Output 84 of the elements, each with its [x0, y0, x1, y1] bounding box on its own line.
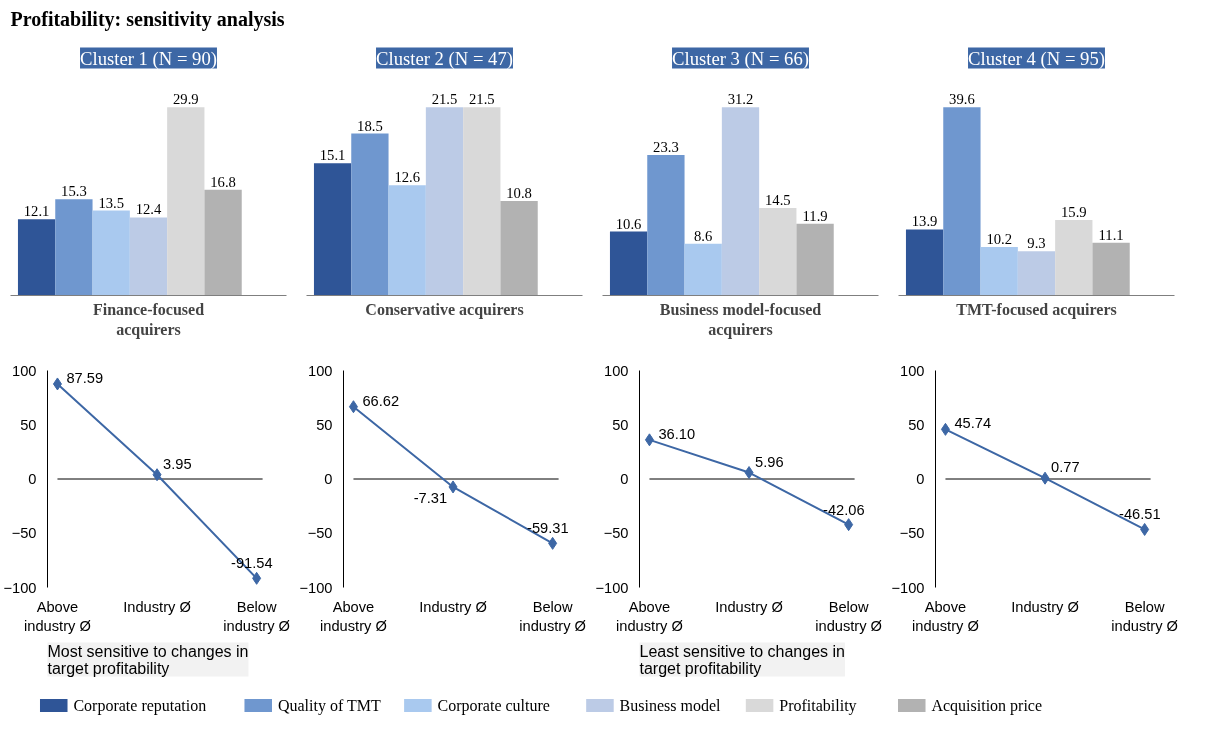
chart-title: Cluster 3 (N = 66): [672, 47, 809, 70]
data-label: 10.8: [506, 184, 532, 201]
data-label: 18.5: [357, 117, 383, 134]
x-tick-label: Industry Ø: [419, 598, 487, 615]
y-tick-label: −100: [3, 579, 37, 596]
x-tick-label: Above industry Ø: [320, 598, 387, 634]
data-label: 13.9: [911, 213, 938, 230]
data-label: 8.6: [694, 227, 713, 244]
data-label: 66.62: [362, 392, 400, 409]
x-tick-label: Below industry Ø: [1111, 598, 1179, 634]
x-tick-label: Industry Ø: [715, 598, 783, 615]
x-tick-label: Above industry Ø: [912, 598, 979, 634]
data-label: 21.5: [431, 91, 458, 108]
y-tick-label: −100: [299, 579, 333, 596]
data-label: -7.31: [413, 489, 448, 506]
chart-title: Cluster 1 (N = 90): [80, 47, 217, 70]
data-label: 3.95: [163, 455, 192, 472]
y-tick-label: 0: [324, 471, 333, 487]
data-label: 9.3: [1027, 235, 1046, 252]
data-label: 29.9: [172, 91, 199, 108]
data-label: -59.31: [527, 520, 569, 537]
y-tick-label: 0: [620, 471, 629, 487]
data-label: 10.6: [615, 215, 642, 232]
y-tick-label: 50: [612, 416, 629, 433]
y-tick-label: 0: [28, 471, 37, 487]
data-label: 87.59: [66, 369, 104, 386]
data-label: 15.3: [61, 183, 87, 200]
text: Least sensitive to changes in target profitability: [639, 642, 845, 677]
legend-label: Corporate culture: [437, 697, 550, 715]
data-label: 5.96: [755, 453, 784, 470]
data-label: 39.6: [949, 91, 975, 108]
data-label: 13.5: [98, 194, 125, 211]
legend-label: Business model: [619, 697, 722, 714]
data-label: 12.1: [23, 203, 50, 220]
data-label: 14.5: [764, 192, 791, 209]
data-label: 15.9: [1060, 203, 1087, 220]
y-tick-label: 50: [20, 416, 37, 433]
data-label: 0.77: [1051, 459, 1080, 476]
x-axis-title: Business model-focused acquirers: [659, 300, 822, 339]
data-label: 11.9: [802, 207, 828, 224]
data-label: 31.2: [727, 91, 754, 108]
text: Most sensitive to changes in target profitability: [47, 642, 249, 677]
y-tick-label: −50: [307, 525, 333, 542]
data-label: 21.5: [468, 91, 495, 108]
y-tick-label: 100: [900, 362, 925, 379]
x-tick-label: Above industry Ø: [24, 598, 91, 634]
data-label: 11.1: [1098, 226, 1124, 243]
x-tick-label: Below industry Ø: [815, 598, 883, 634]
x-tick-label: Above industry Ø: [616, 598, 683, 634]
data-label: 12.4: [135, 201, 162, 218]
x-axis-title: Conservative acquirers: [365, 300, 524, 319]
y-tick-label: −100: [595, 579, 629, 596]
y-tick-label: 50: [316, 416, 333, 433]
x-tick-label: Below industry Ø: [223, 598, 291, 634]
y-tick-label: 50: [908, 416, 925, 433]
legend-label: Acquisition price: [931, 697, 1043, 715]
data-label: 36.10: [658, 425, 696, 442]
chart-title: Cluster 2 (N = 47): [376, 47, 513, 70]
x-tick-label: Industry Ø: [123, 598, 191, 615]
y-tick-label: −100: [891, 579, 925, 596]
x-tick-label: Industry Ø: [1011, 598, 1079, 615]
x-tick-label: Below industry Ø: [519, 598, 587, 634]
legend-label: Corporate reputation: [73, 697, 207, 715]
y-tick-label: 100: [12, 362, 37, 379]
data-label: 15.1: [319, 147, 346, 164]
y-tick-label: 100: [308, 362, 333, 379]
data-label: 45.74: [954, 415, 992, 432]
y-tick-label: 100: [604, 362, 629, 379]
data-label: 10.2: [986, 231, 1013, 248]
data-label: -42.06: [823, 501, 865, 518]
data-label: -46.51: [1119, 506, 1161, 523]
data-label: 16.8: [210, 173, 236, 190]
legend-label: Quality of TMT: [277, 697, 381, 715]
legend-label: Profitability: [779, 697, 857, 715]
x-axis-title: Finance-focused acquirers: [92, 300, 205, 339]
y-tick-label: −50: [899, 525, 925, 542]
x-axis-title: TMT-focused acquirers: [956, 300, 1117, 319]
text: Profitability: sensitivity analysis: [10, 7, 285, 31]
y-tick-label: −50: [603, 525, 629, 542]
chart-title: Cluster 4 (N = 95): [968, 47, 1105, 70]
data-label: 23.3: [653, 139, 679, 155]
y-tick-label: 0: [916, 471, 925, 487]
y-tick-label: −50: [11, 525, 37, 542]
data-label: 12.6: [394, 169, 421, 186]
